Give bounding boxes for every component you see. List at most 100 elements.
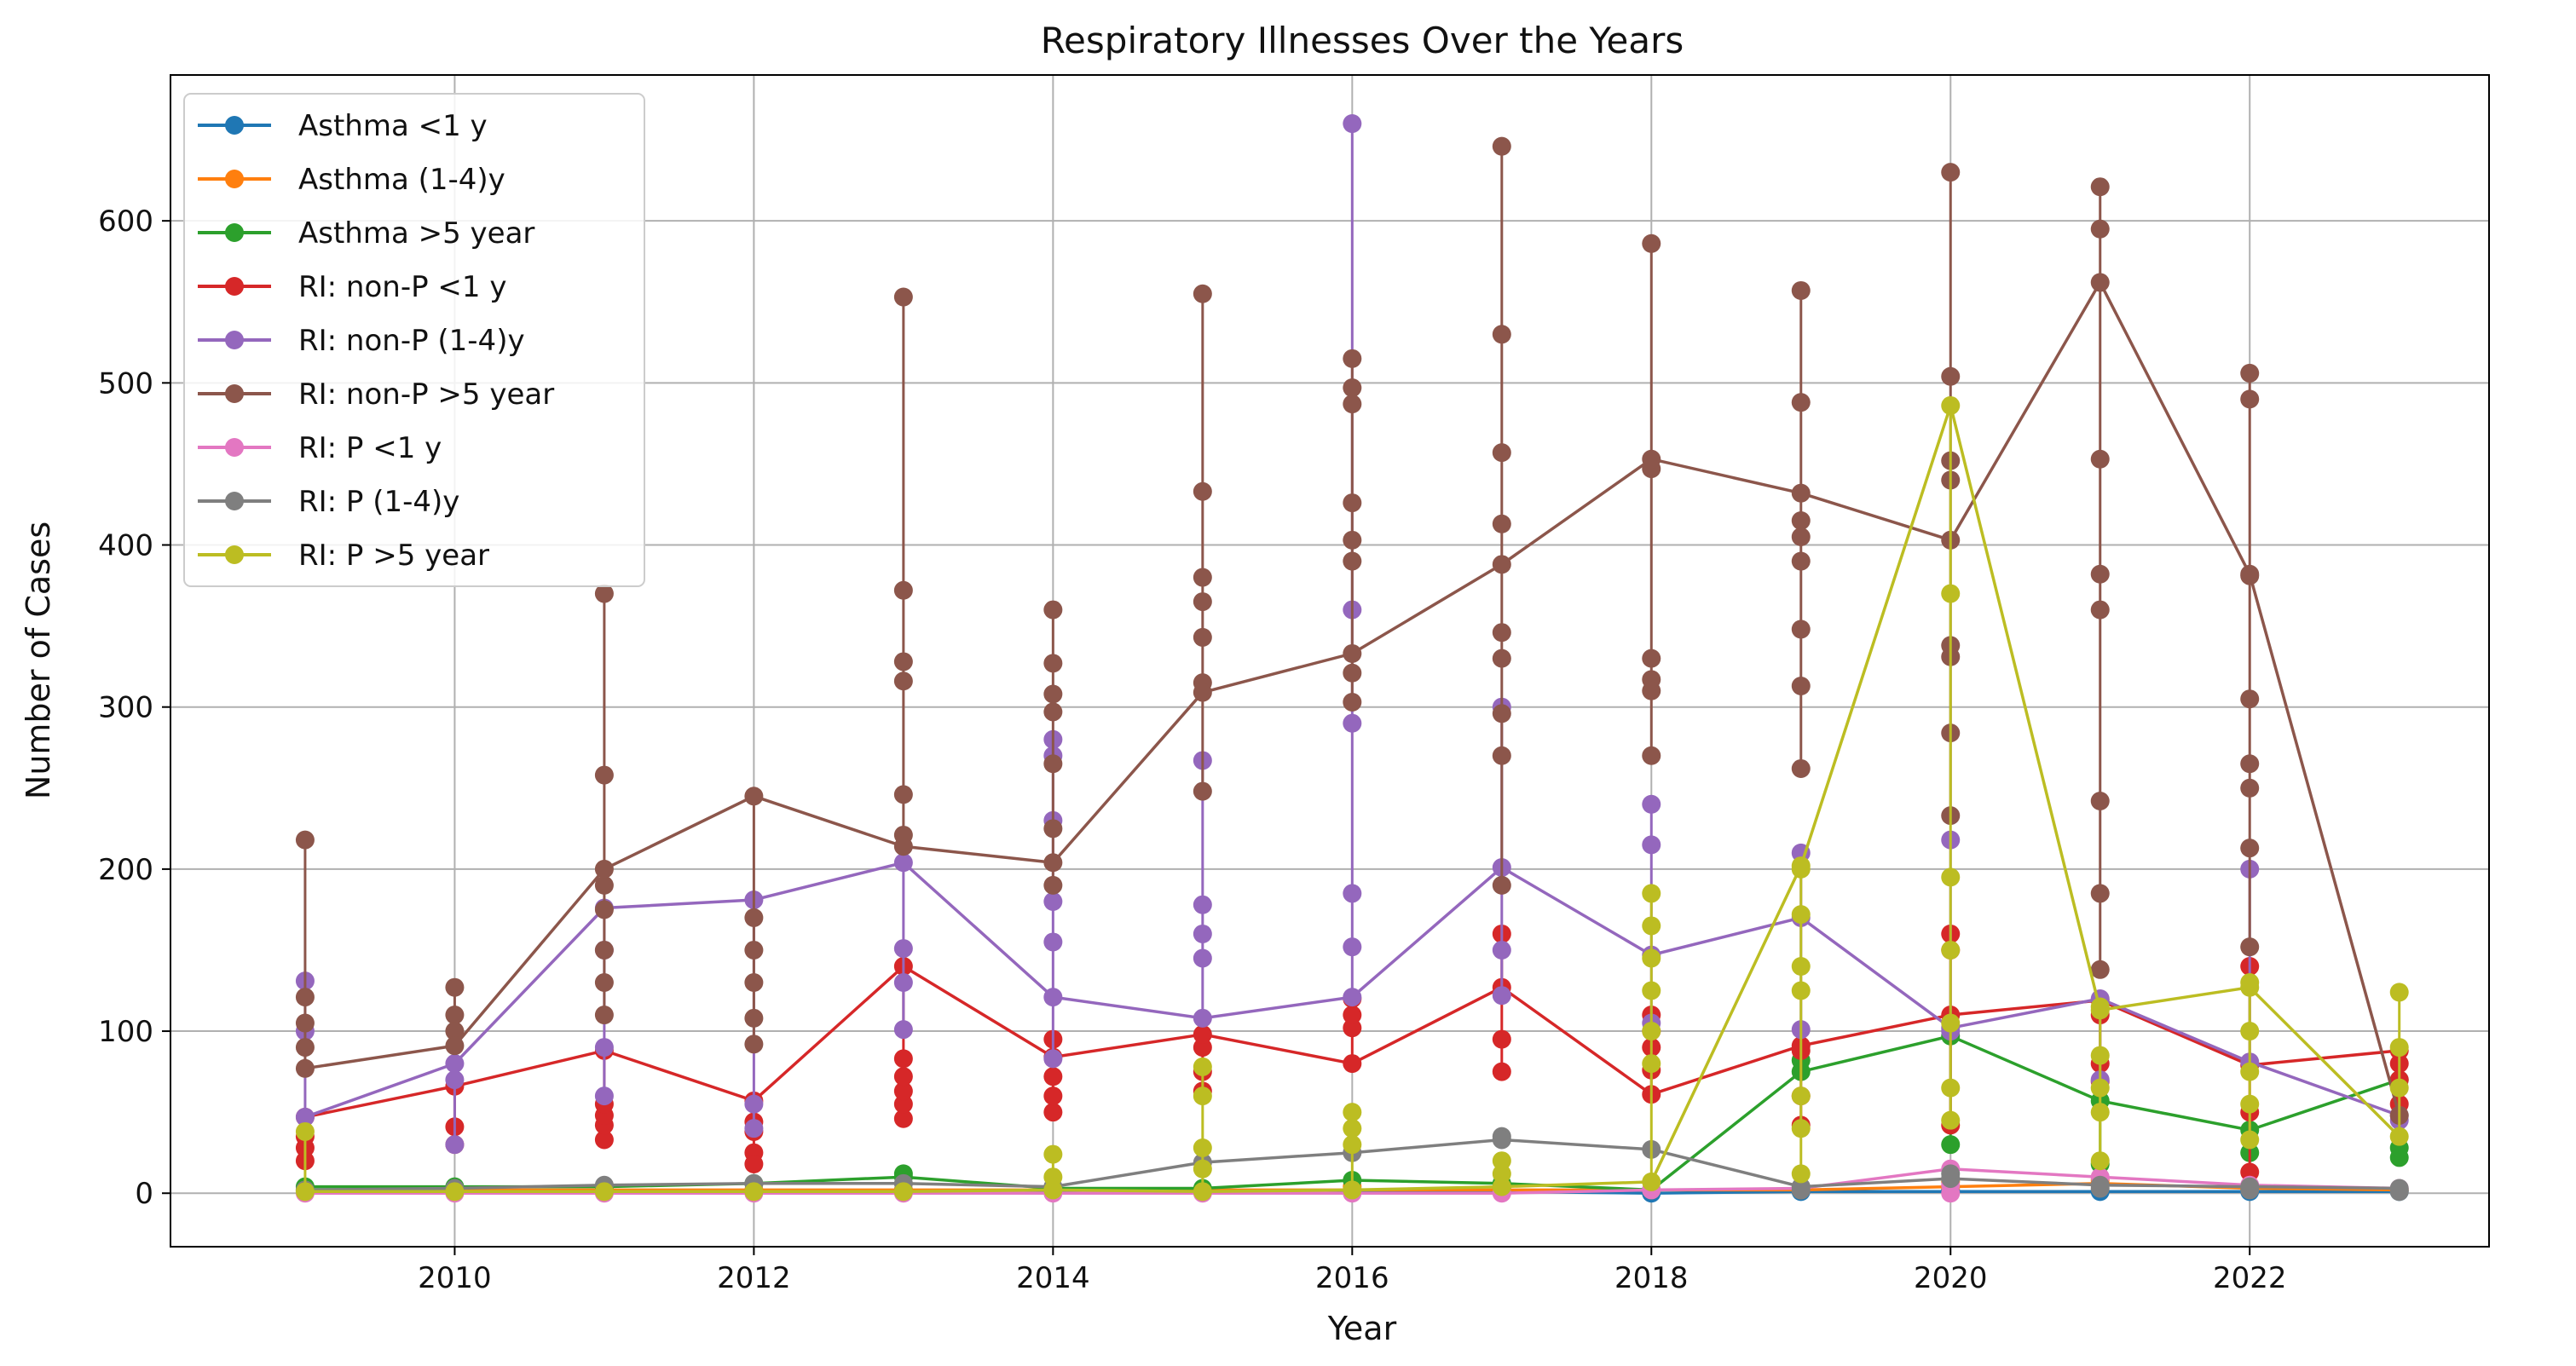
data-point [744,940,764,960]
data-point [2090,564,2110,584]
data-point [2240,363,2260,383]
legend-item-asthma-1-y: Asthma <1 y [198,109,488,143]
data-point [893,1094,913,1114]
data-point [1791,510,1811,530]
data-point [1193,781,1212,801]
legend-item-asthma-5-year: Asthma >5 year [198,216,534,251]
data-point [744,787,764,806]
data-point [893,939,913,959]
legend-label: Asthma (1-4)y [298,163,505,197]
data-point [2240,778,2260,798]
legend-item-ri-non-p-1-y: RI: non-P <1 y [198,270,506,304]
data-point [295,1107,315,1127]
legend-label: RI: non-P >5 year [298,378,554,412]
data-point [744,1119,764,1138]
data-point [2090,960,2110,979]
data-point [1642,948,1661,968]
data-point [1193,1159,1212,1179]
data-point [1492,136,1511,156]
data-point [1193,568,1212,587]
x-tick-label: 2010 [418,1261,492,1295]
data-point [1043,754,1063,774]
data-point [1791,1177,1811,1196]
data-point [1791,905,1811,925]
data-point [1492,704,1511,723]
data-point [594,973,614,993]
data-point [1492,1062,1511,1081]
legend-item-ri-non-p-5-year: RI: non-P >5 year [198,378,554,412]
data-point [2240,977,2260,997]
data-point [1791,676,1811,695]
data-point [1492,746,1511,765]
data-point [1941,1110,1961,1130]
axis-ticks: 2010 2012 2014 2016 2018 2020 2022 0 100 200 300 40… [98,205,2286,1295]
data-point [1492,623,1511,643]
data-point [2090,273,2110,292]
legend-marker [225,277,244,296]
data-point [1492,325,1511,344]
data-point [893,671,913,691]
data-point [1941,395,1961,415]
data-point [1193,1038,1212,1058]
y-tick-label: 400 [98,529,153,563]
data-point [1193,284,1212,303]
data-point [594,584,614,603]
data-point [2240,1162,2260,1182]
data-point [1193,481,1212,501]
data-point [1043,988,1063,1007]
data-point [1492,1029,1511,1049]
data-point [1193,948,1212,968]
data-point [744,1182,764,1202]
data-point [1043,684,1063,704]
data-point [445,1036,465,1056]
data-point [1043,853,1063,873]
data-point [445,1070,465,1090]
data-point [1492,555,1511,574]
legend-label: RI: non-P (1-4)y [298,324,525,358]
data-point [1343,713,1362,733]
data-point [1193,683,1212,702]
data-point [1193,1008,1212,1028]
data-point [1642,981,1661,1000]
data-point [2240,1094,2260,1114]
data-point [2240,689,2260,709]
data-point [1941,584,1961,603]
data-point [1043,1144,1063,1164]
data-point [744,1094,764,1114]
data-point [1343,988,1362,1007]
data-point [2389,983,2409,1002]
y-tick-label: 100 [98,1015,153,1049]
data-point [893,1081,913,1101]
data-point [1043,1103,1063,1122]
data-point [744,1035,764,1054]
data-point [1941,867,1961,887]
data-point [1343,1103,1362,1122]
x-tick-label: 2014 [1016,1261,1090,1295]
data-point [2090,1000,2110,1020]
data-point [893,1049,913,1069]
legend-marker [225,545,244,564]
x-tick-label: 2012 [717,1261,791,1295]
data-point [893,1020,913,1040]
legend-marker [225,223,244,242]
data-point [1492,1177,1511,1196]
data-point [1043,819,1063,839]
data-point [1492,986,1511,1006]
legend-label: RI: P (1-4)y [298,485,459,519]
data-point [1343,1018,1362,1038]
data-point [1343,937,1362,957]
data-point [594,765,614,785]
data-point [445,1135,465,1155]
data-point [1193,895,1212,914]
data-point [893,837,913,856]
data-point [1791,758,1811,778]
data-point [1343,395,1362,414]
data-point [1492,1130,1511,1150]
legend-item-ri-p-5-year: RI: P >5 year [198,539,489,573]
data-point [1343,692,1362,712]
data-point [1791,483,1811,503]
data-point [1343,551,1362,571]
legend-marker [225,384,244,403]
data-point [594,875,614,895]
